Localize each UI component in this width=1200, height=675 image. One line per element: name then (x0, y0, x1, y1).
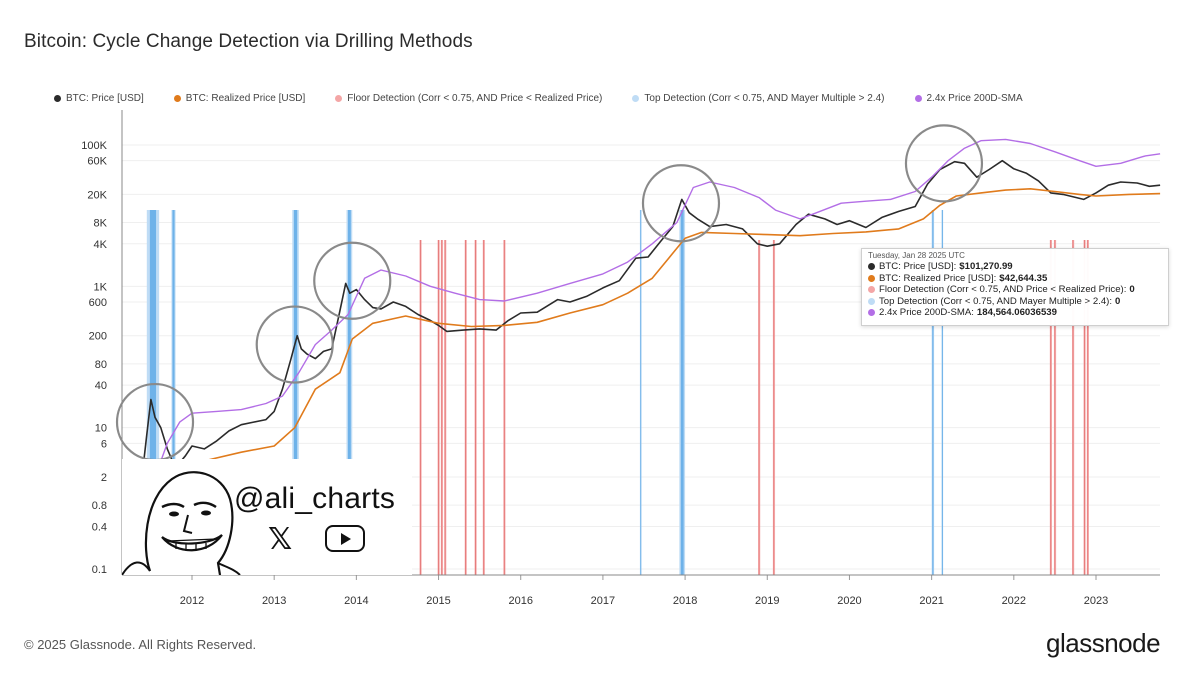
legend-dot-icon (914, 95, 922, 102)
legend-dot-icon (632, 95, 640, 102)
annotation-circles-layer (115, 124, 984, 462)
youtube-icon (325, 525, 365, 552)
glassnode-logo: glassnode (1046, 628, 1161, 658)
tooltip-row-price: BTC: Price [USD]: $101,270.99 (868, 261, 1162, 273)
watermark-overlay: @ali_charts 𝕏 (122, 459, 412, 575)
realized-price-line (133, 188, 1161, 527)
legend-item-floor-detection[interactable]: Floor Detection (Corr < 0.75, AND Price … (335, 93, 602, 104)
meme-face-icon (122, 471, 241, 575)
top-detection-core (640, 210, 642, 575)
y-tick-label: 100K (81, 140, 107, 152)
watermark-handle: @ali_charts (234, 482, 396, 515)
tooltip-label: 2.4x Price 200D-SMA: (879, 307, 974, 318)
legend-label: 2.4x Price 200D-SMA (926, 93, 1023, 104)
y-tick-label: 40 (95, 380, 107, 392)
x-tick-label: 2017 (591, 595, 615, 607)
x-tick-label: 2015 (426, 595, 450, 607)
y-tick-label: 4K (94, 239, 108, 251)
tooltip-value: 184,564.06036539 (976, 307, 1057, 318)
tooltip-value: $42,644.35 (999, 272, 1048, 284)
legend-dot-icon (173, 95, 181, 102)
annotation-circle (255, 305, 334, 384)
legend-label: BTC: Realized Price [USD] (185, 93, 306, 104)
legend-dot-icon (335, 95, 343, 102)
y-tick-label: 60K (87, 156, 107, 168)
legend-item-sma[interactable]: 2.4x Price 200D-SMA (914, 93, 1023, 104)
x-tick-label: 2022 (1002, 595, 1026, 607)
tooltip-row-sma: 2.4x Price 200D-SMA: 184,564.06036539 (868, 307, 1162, 319)
tooltip-value: 0 (1129, 284, 1135, 295)
y-tick-label: 6 (101, 438, 107, 450)
tooltip-dot-icon (868, 309, 875, 317)
copyright-footer: © 2025 Glassnode. All Rights Reserved. (24, 637, 257, 652)
x-tick-label: 2020 (837, 595, 861, 607)
price-line (133, 159, 1161, 506)
tooltip-label: BTC: Realized Price [USD]: (879, 272, 997, 284)
legend-label: Top Detection (Corr < 0.75, AND Mayer Mu… (644, 93, 885, 104)
play-glyph (341, 533, 351, 545)
y-tick-label: 600 (89, 297, 107, 309)
y-tick-label: 0.8 (92, 500, 107, 512)
top-detection-core (932, 210, 934, 575)
x-tick-label: 2023 (1084, 595, 1108, 607)
sma-line (154, 138, 1161, 478)
tooltip-dot-icon (868, 286, 875, 294)
top-detection-core (293, 210, 298, 575)
tooltip-value: 0 (1115, 295, 1121, 307)
legend-item-realized-price[interactable]: BTC: Realized Price [USD] (173, 93, 306, 104)
tooltip-row-realized: BTC: Realized Price [USD]: $42,644.35 (868, 273, 1162, 285)
tooltip-value: $101,270.99 (959, 261, 1013, 272)
annotation-circle (641, 164, 721, 243)
y-tick-label: 80 (95, 359, 107, 371)
annotation-circle (313, 241, 392, 320)
x-tick-label: 2013 (262, 595, 286, 607)
y-tick-label: 8K (94, 218, 108, 230)
tooltip-label: Floor Detection (Corr < 0.75, AND Price … (879, 284, 1127, 295)
x-tick-label: 2016 (508, 595, 532, 607)
chart-title: Bitcoin: Cycle Change Detection via Dril… (24, 31, 473, 52)
tooltip-dot-icon (868, 297, 875, 305)
x-tick-label: 2021 (919, 595, 943, 607)
hover-tooltip: Tuesday, Jan 28 2025 UTC BTC: Price [USD… (861, 248, 1169, 326)
y-tick-label: 20K (87, 189, 107, 201)
top-detection-core (172, 210, 175, 575)
legend-label: Floor Detection (Corr < 0.75, AND Price … (347, 93, 603, 104)
axis-layer: 0.1 0.4 0.8 2 6 10 40 80 200 600 1K 4K 8K 20K 60K 100K 2… (81, 110, 1160, 607)
y-tick-label: 200 (89, 331, 107, 343)
top-detection-core (941, 210, 943, 575)
y-tick-label: 0.4 (92, 521, 107, 533)
x-tick-label: 2018 (673, 595, 697, 607)
x-tick-label: 2019 (755, 595, 779, 607)
y-tick-label: 2 (101, 472, 107, 484)
annotation-circle (904, 124, 984, 203)
legend-dot-icon (54, 95, 61, 102)
y-tick-label: 1K (94, 281, 108, 293)
top-detection-core (680, 210, 684, 575)
tooltip-date: Tuesday, Jan 28 2025 UTC (868, 251, 965, 260)
floor-detection-layer (419, 240, 1089, 575)
tooltip-label: BTC: Price [USD]: (879, 261, 957, 272)
tooltip-label: Top Detection (Corr < 0.75, AND Mayer Mu… (879, 295, 1113, 307)
top-detection-core (149, 210, 157, 575)
y-tick-label: 10 (95, 423, 107, 435)
legend-item-price[interactable]: BTC: Price [USD] (54, 93, 144, 104)
tooltip-row-floor: Floor Detection (Corr < 0.75, AND Price … (868, 284, 1162, 296)
tooltip-row-top: Top Detection (Corr < 0.75, AND Mayer Mu… (868, 296, 1162, 308)
top-detection-core (347, 210, 351, 575)
x-tick-label: 2014 (344, 595, 368, 607)
legend-label: BTC: Price [USD] (66, 93, 144, 104)
tooltip-dot-icon (868, 263, 875, 271)
x-logo-icon: 𝕏 (268, 523, 293, 556)
tooltip-dot-icon (868, 274, 875, 282)
y-tick-label: 0.1 (92, 564, 107, 576)
series-layer (133, 138, 1161, 527)
x-tick-label: 2012 (180, 595, 204, 607)
legend-item-top-detection[interactable]: Top Detection (Corr < 0.75, AND Mayer Mu… (632, 93, 885, 104)
chart-legend: BTC: Price [USD] BTC: Realized Price [US… (54, 93, 1053, 104)
